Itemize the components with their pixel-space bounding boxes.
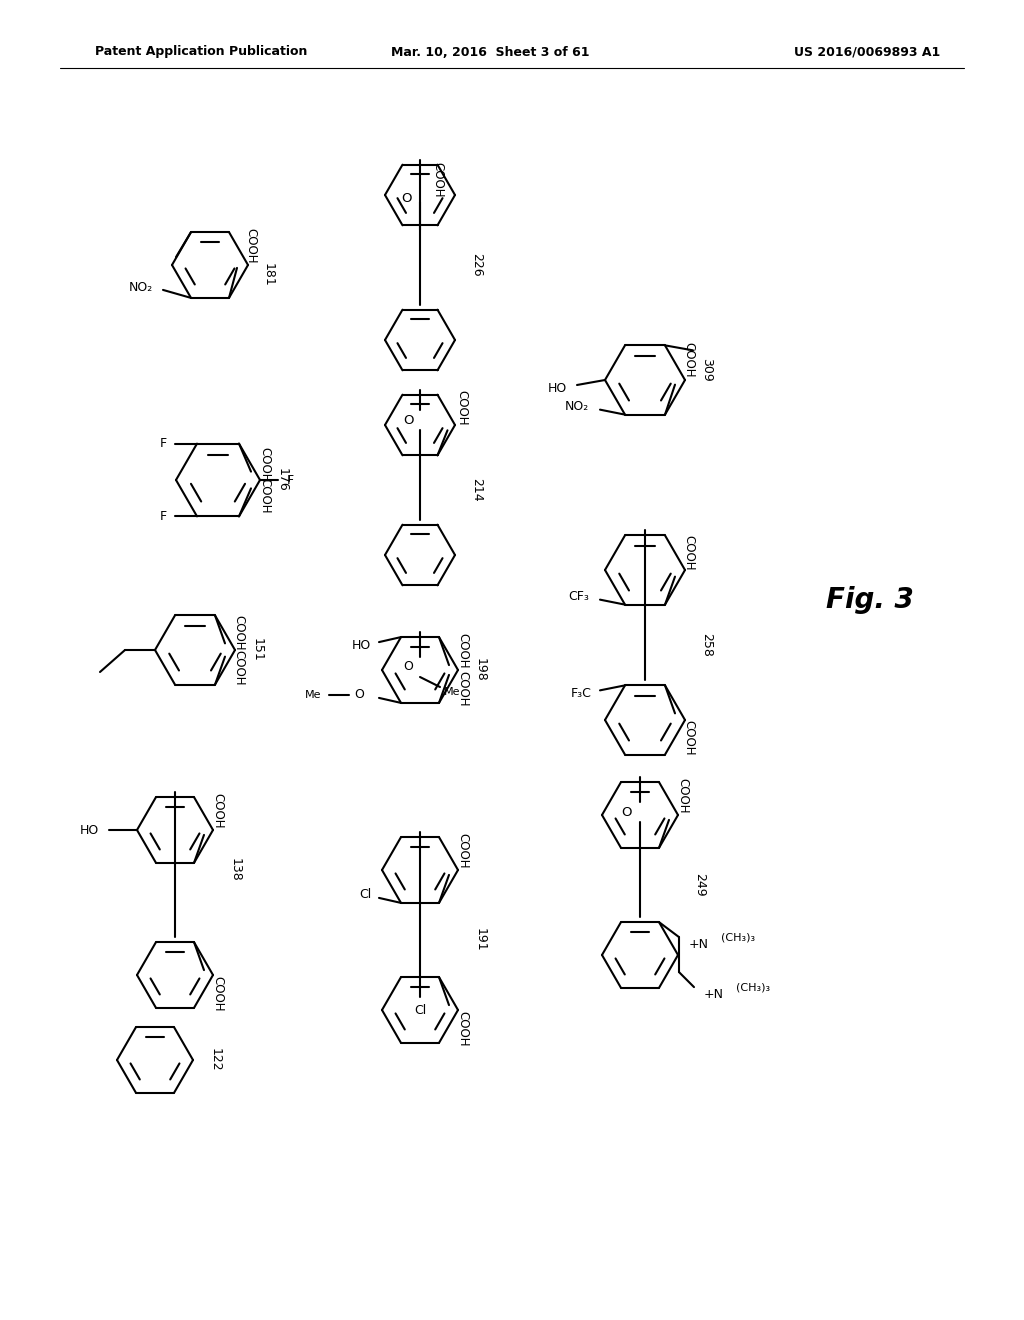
Text: COOH: COOH <box>457 833 469 869</box>
Text: 226: 226 <box>470 253 483 277</box>
Text: F₃C: F₃C <box>570 686 592 700</box>
Text: COOH: COOH <box>683 535 695 570</box>
Text: HO: HO <box>548 381 566 395</box>
Text: O: O <box>400 191 412 205</box>
Text: COOH: COOH <box>455 389 468 425</box>
Text: COOH: COOH <box>457 634 469 669</box>
Text: COOH: COOH <box>677 779 689 813</box>
Text: F: F <box>160 437 167 450</box>
Text: 249: 249 <box>693 874 707 896</box>
Text: O: O <box>354 689 364 701</box>
Text: Cl: Cl <box>358 888 371 902</box>
Text: Mar. 10, 2016  Sheet 3 of 61: Mar. 10, 2016 Sheet 3 of 61 <box>391 45 589 58</box>
Text: NO₂: NO₂ <box>565 400 589 413</box>
Text: F: F <box>287 474 294 487</box>
Text: COOH: COOH <box>232 615 246 651</box>
Text: CF₃: CF₃ <box>568 590 590 603</box>
Text: 181: 181 <box>261 263 274 286</box>
Text: COOH: COOH <box>683 719 695 755</box>
Text: 258: 258 <box>700 634 714 657</box>
Text: COOH: COOH <box>212 793 224 829</box>
Text: (CH₃)₃: (CH₃)₃ <box>721 932 755 942</box>
Text: 198: 198 <box>473 659 486 682</box>
Text: Me: Me <box>305 690 322 700</box>
Text: F: F <box>160 510 167 523</box>
Text: NO₂: NO₂ <box>129 281 154 294</box>
Text: 191: 191 <box>473 928 486 952</box>
Text: HO: HO <box>80 824 98 837</box>
Text: 176: 176 <box>275 469 289 492</box>
Text: COOH: COOH <box>245 228 257 264</box>
Text: HO: HO <box>351 639 371 652</box>
Text: COOH: COOH <box>232 649 246 685</box>
Text: COOH: COOH <box>212 977 224 1012</box>
Text: O: O <box>403 660 413 673</box>
Text: O: O <box>621 805 631 818</box>
Text: +N: +N <box>705 987 724 1001</box>
Text: COOH: COOH <box>258 478 271 513</box>
Text: US 2016/0069893 A1: US 2016/0069893 A1 <box>794 45 940 58</box>
Text: 309: 309 <box>700 358 714 381</box>
Text: 151: 151 <box>251 638 263 661</box>
Text: 138: 138 <box>228 858 242 882</box>
Text: 122: 122 <box>209 1048 221 1072</box>
Text: Patent Application Publication: Patent Application Publication <box>95 45 307 58</box>
Text: Cl: Cl <box>414 1003 426 1016</box>
Text: COOH: COOH <box>683 342 695 378</box>
Text: COOH: COOH <box>431 162 444 198</box>
Text: Me: Me <box>443 686 460 697</box>
Text: O: O <box>402 413 414 426</box>
Text: COOH: COOH <box>258 446 271 482</box>
Text: 214: 214 <box>470 478 483 502</box>
Text: Fig. 3: Fig. 3 <box>826 586 913 614</box>
Text: +N: +N <box>689 937 709 950</box>
Text: COOH: COOH <box>457 1011 469 1047</box>
Text: (CH₃)₃: (CH₃)₃ <box>736 982 770 993</box>
Text: COOH: COOH <box>457 672 469 706</box>
